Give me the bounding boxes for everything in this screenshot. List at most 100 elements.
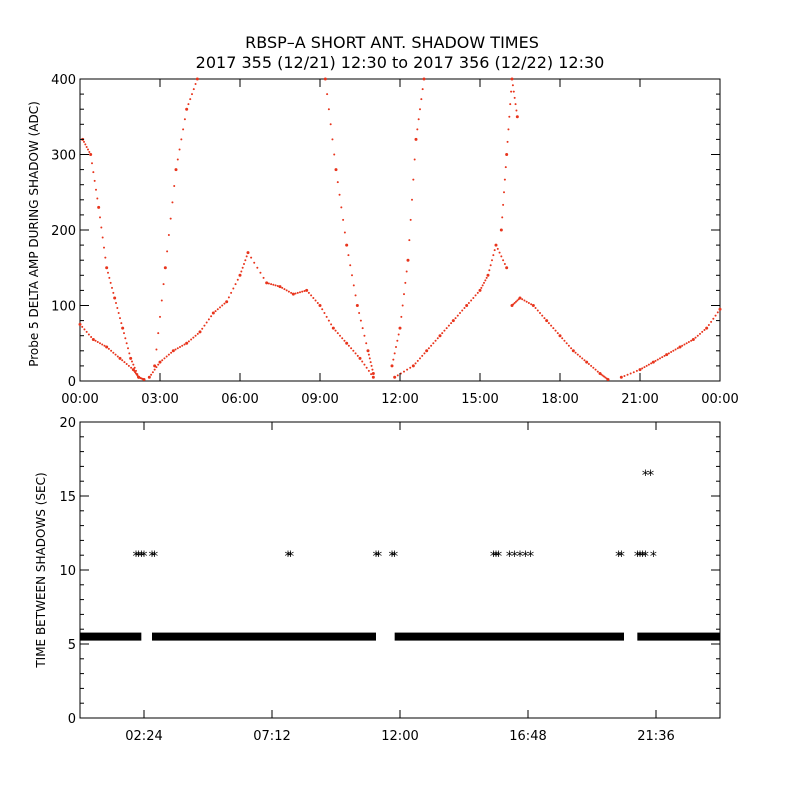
upper-plot-frame bbox=[79, 78, 721, 382]
data-point bbox=[267, 282, 270, 285]
data-point bbox=[581, 357, 584, 360]
data-point bbox=[712, 317, 715, 320]
data-point bbox=[470, 299, 473, 302]
data-point bbox=[219, 306, 221, 309]
x-tick-label: 12:00 bbox=[381, 729, 418, 744]
data-point bbox=[545, 319, 549, 323]
data-point bbox=[336, 181, 339, 184]
data-point bbox=[365, 366, 368, 369]
data-point bbox=[718, 307, 722, 311]
data-point: * bbox=[373, 549, 380, 565]
data-point bbox=[594, 368, 597, 371]
data-point bbox=[321, 308, 324, 311]
data-point bbox=[190, 338, 193, 341]
x-tick-label: 03:00 bbox=[141, 392, 178, 407]
data-point bbox=[676, 347, 679, 350]
data-point bbox=[369, 361, 372, 364]
data-point bbox=[290, 291, 293, 294]
data-point bbox=[699, 332, 701, 335]
data-point bbox=[647, 363, 650, 366]
data-point bbox=[278, 285, 282, 289]
data-point bbox=[135, 369, 137, 372]
data-point bbox=[153, 368, 156, 371]
chart-title-line1: RBSP–A SHORT ANT. SHADOW TIMES bbox=[245, 33, 539, 52]
data-point bbox=[95, 188, 97, 191]
data-point bbox=[352, 284, 355, 287]
data-point bbox=[333, 153, 336, 156]
data-point bbox=[358, 312, 361, 315]
data-point bbox=[547, 322, 550, 325]
data-point bbox=[394, 632, 624, 641]
data-point bbox=[203, 324, 206, 327]
data-point bbox=[78, 322, 82, 326]
data-point bbox=[419, 357, 421, 360]
data-point bbox=[561, 337, 564, 340]
data-point bbox=[339, 334, 341, 337]
upper-plot-ticks: 00:00 03:00 06:00 09:00 12:00 15:00 18:00 21:00… bbox=[51, 73, 739, 407]
data-point bbox=[296, 291, 299, 294]
data-point bbox=[543, 317, 546, 320]
data-point bbox=[488, 269, 491, 272]
data-point bbox=[502, 259, 505, 262]
data-point: * bbox=[650, 549, 657, 565]
data-point bbox=[347, 254, 350, 257]
data-point bbox=[354, 294, 357, 297]
data-point bbox=[637, 632, 720, 641]
data-point bbox=[667, 352, 670, 355]
data-point bbox=[419, 108, 421, 111]
data-point bbox=[416, 128, 419, 131]
data-point bbox=[716, 311, 719, 314]
data-point bbox=[198, 330, 202, 334]
data-point bbox=[411, 364, 415, 368]
data-point bbox=[422, 77, 426, 81]
data-point bbox=[160, 299, 163, 302]
data-point bbox=[441, 332, 444, 335]
data-point bbox=[327, 108, 330, 111]
x-tick-label: 16:48 bbox=[509, 729, 546, 744]
data-point bbox=[403, 293, 405, 296]
data-point: * bbox=[285, 549, 292, 565]
data-point bbox=[123, 361, 126, 364]
data-point bbox=[690, 339, 693, 342]
data-point: * bbox=[522, 549, 529, 565]
data-point bbox=[340, 206, 343, 209]
data-point bbox=[176, 158, 179, 161]
data-point bbox=[178, 148, 181, 151]
data-point bbox=[97, 205, 101, 209]
data-point bbox=[192, 88, 195, 91]
data-point bbox=[405, 270, 408, 273]
data-point bbox=[672, 349, 675, 352]
data-point bbox=[121, 326, 125, 330]
data-point bbox=[294, 292, 297, 295]
data-point bbox=[283, 288, 286, 291]
data-point bbox=[367, 369, 370, 372]
data-point bbox=[472, 296, 475, 299]
data-point bbox=[161, 359, 164, 362]
data-point bbox=[417, 118, 420, 121]
data-point bbox=[590, 364, 593, 367]
data-point bbox=[107, 271, 109, 274]
data-point bbox=[512, 90, 515, 93]
data-point bbox=[499, 228, 503, 232]
data-point bbox=[456, 314, 459, 317]
data-point bbox=[118, 356, 122, 360]
data-point bbox=[310, 294, 313, 297]
data-point bbox=[512, 303, 515, 306]
data-point bbox=[194, 334, 197, 337]
data-point bbox=[650, 362, 653, 365]
data-point bbox=[659, 357, 661, 360]
data-point bbox=[125, 363, 128, 366]
data-point bbox=[312, 296, 315, 299]
data-point bbox=[550, 324, 553, 327]
data-point bbox=[83, 328, 86, 331]
data-point bbox=[246, 251, 250, 255]
data-point bbox=[90, 335, 93, 338]
data-point bbox=[486, 273, 490, 277]
data-point bbox=[113, 296, 117, 300]
data-point bbox=[152, 632, 376, 641]
data-point bbox=[420, 98, 423, 101]
data-point bbox=[714, 314, 717, 317]
data-point bbox=[342, 218, 345, 221]
data-point bbox=[574, 351, 577, 354]
data-point bbox=[303, 290, 306, 293]
